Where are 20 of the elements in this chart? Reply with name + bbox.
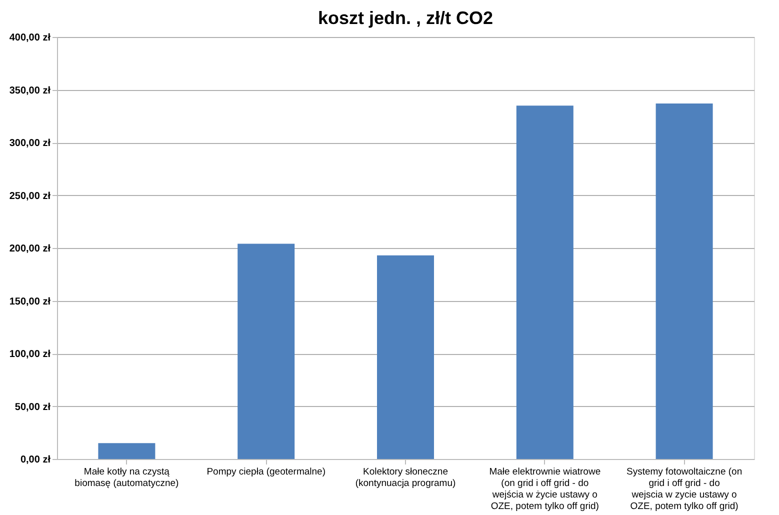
- y-tick-label: 200,00 zł: [9, 244, 51, 254]
- y-tick-label: 50,00 zł: [14, 402, 51, 413]
- y-tick-label: 250,00 zł: [9, 190, 51, 202]
- y-tick-label: 100,00 zł: [9, 349, 51, 360]
- y-tick-label: 300,00 zł: [9, 138, 51, 149]
- bar: [238, 244, 295, 459]
- chart-title: koszt jedn. , zł/t CO2: [318, 8, 494, 28]
- y-tick-label: 350,00 zł: [9, 85, 51, 96]
- x-tick-label: Małe elektrownie wiatrowe (on grid i off grid - do wejścia w życie ustawy o OZE, potem tylko off grid): [489, 466, 601, 512]
- y-tick-label: 400,00 zł: [9, 32, 51, 44]
- x-tick-label: Pompy ciepła (geotermalne): [206, 466, 326, 478]
- y-tick-label: 150,00 zł: [9, 296, 51, 308]
- y-tick-label: 0,00 zł: [20, 454, 51, 466]
- x-tick-label: Kolektory słoneczne (kontynuacja programu): [355, 466, 456, 489]
- bar: [656, 103, 713, 459]
- x-tick-label: Małe kotły na czystą biomasę (automatyczne): [74, 466, 179, 489]
- bar: [98, 443, 156, 459]
- x-tick-label: Systemy fotowoltaiczne (on grid i off grid - do wejscia w zycie ustawy o OZE, potem tylko off grid): [626, 466, 742, 512]
- bar: [377, 255, 434, 459]
- bar: [516, 106, 574, 459]
